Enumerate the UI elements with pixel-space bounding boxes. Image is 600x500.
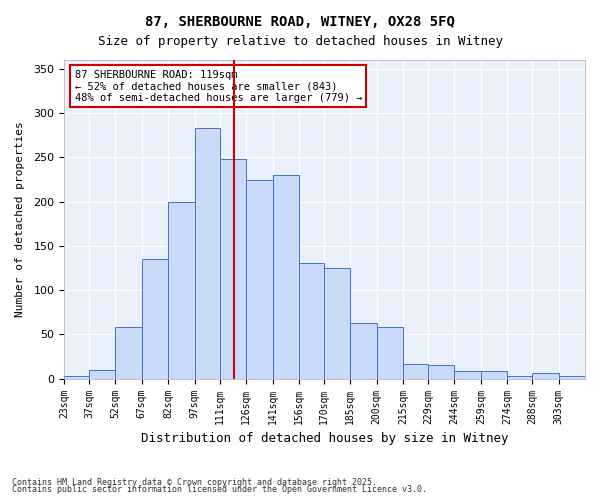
Bar	[350, 323, 377, 378]
Bar	[454, 370, 481, 378]
Text: 87 SHERBOURNE ROAD: 119sqm
← 52% of detached houses are smaller (843)
48% of sem: 87 SHERBOURNE ROAD: 119sqm ← 52% of deta…	[74, 70, 362, 103]
Bar	[195, 128, 220, 378]
Bar	[64, 376, 89, 378]
Text: 87, SHERBOURNE ROAD, WITNEY, OX28 5FQ: 87, SHERBOURNE ROAD, WITNEY, OX28 5FQ	[145, 15, 455, 29]
Bar	[89, 370, 115, 378]
Bar	[508, 376, 532, 378]
Text: Contains HM Land Registry data © Crown copyright and database right 2025.: Contains HM Land Registry data © Crown c…	[12, 478, 377, 487]
Bar	[299, 262, 324, 378]
Bar	[481, 370, 508, 378]
Text: Size of property relative to detached houses in Witney: Size of property relative to detached ho…	[97, 35, 503, 48]
Bar	[559, 376, 585, 378]
X-axis label: Distribution of detached houses by size in Witney: Distribution of detached houses by size …	[141, 432, 508, 445]
Bar	[532, 374, 559, 378]
Bar	[428, 366, 454, 378]
Y-axis label: Number of detached properties: Number of detached properties	[15, 122, 25, 317]
Bar	[115, 328, 142, 378]
Bar	[220, 159, 246, 378]
Bar	[169, 202, 195, 378]
Bar	[377, 328, 403, 378]
Bar	[272, 175, 299, 378]
Bar	[246, 180, 272, 378]
Bar	[403, 364, 428, 378]
Text: Contains public sector information licensed under the Open Government Licence v3: Contains public sector information licen…	[12, 486, 427, 494]
Bar	[142, 259, 169, 378]
Bar	[324, 268, 350, 378]
